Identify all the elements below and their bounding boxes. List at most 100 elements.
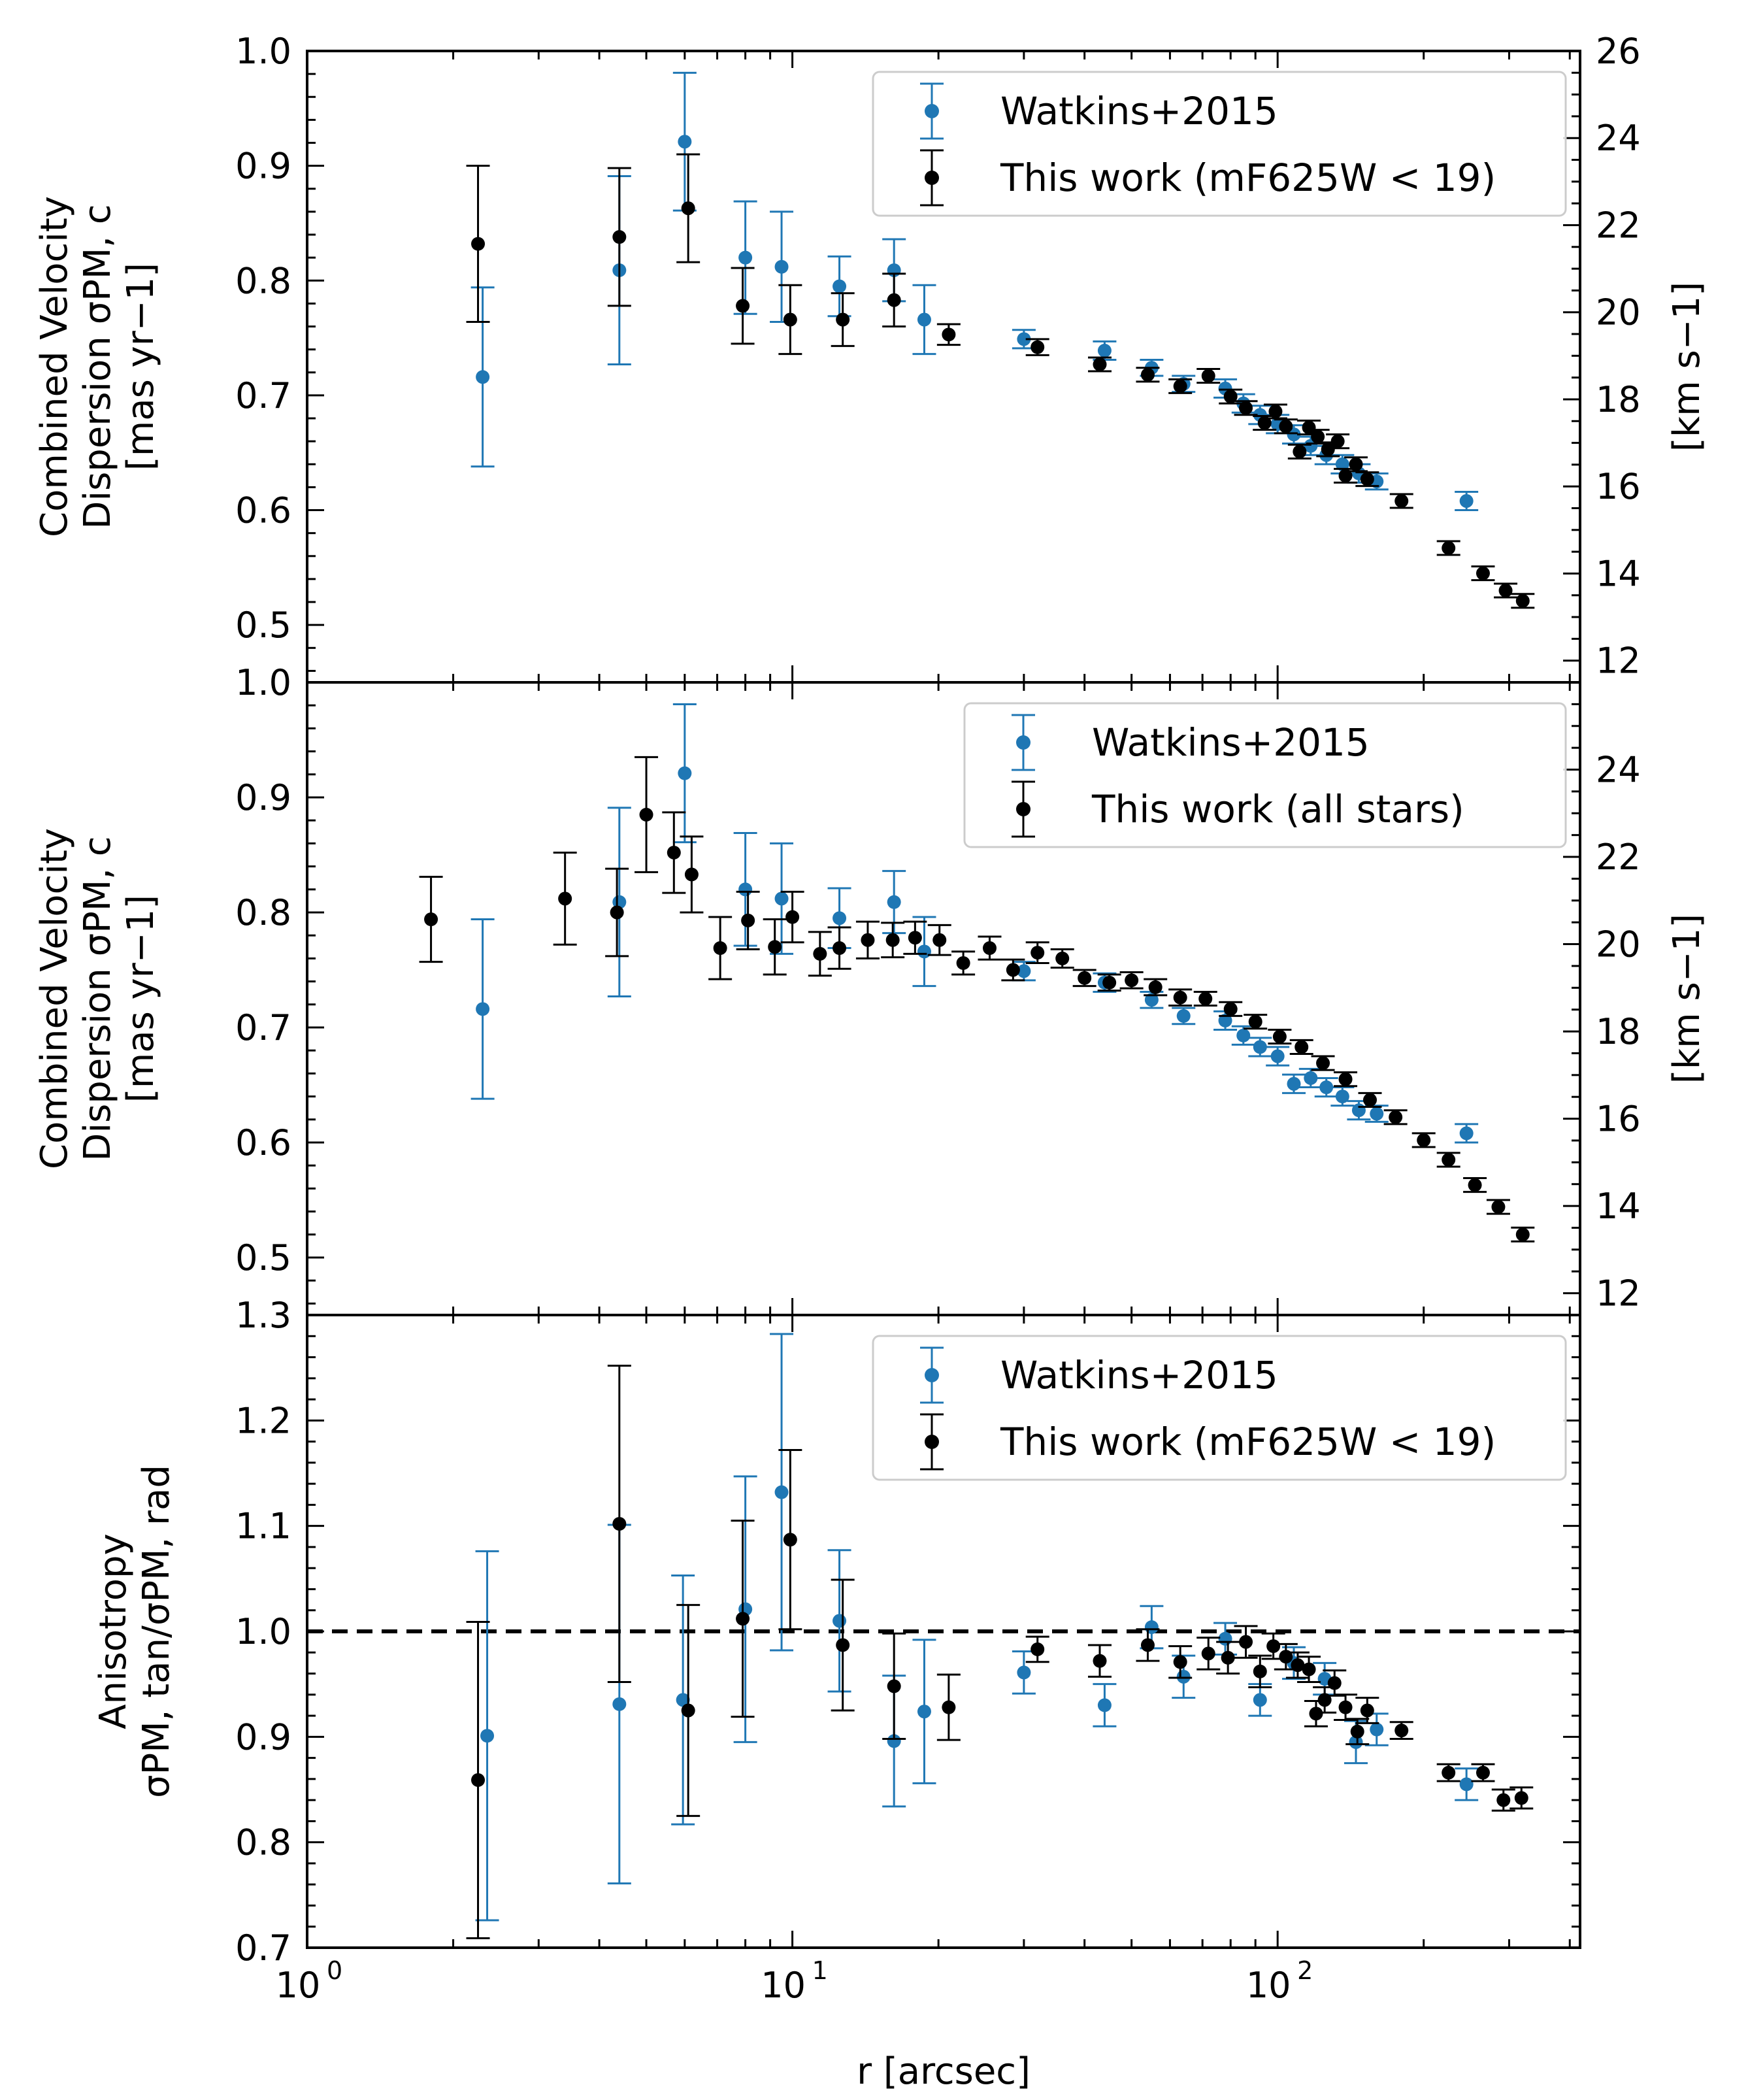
y-axis-label-line: Combined Velocity xyxy=(33,196,76,537)
data-point xyxy=(1394,493,1409,508)
y2-tick-label: 18 xyxy=(1596,379,1641,420)
data-point xyxy=(1389,1110,1403,1124)
data-point xyxy=(1176,1669,1191,1684)
panel-1: 0.5 0.6 0.7 0.8 0.9 1.0 12 14 16 18 20 22 24 26 [km s−… xyxy=(33,31,1708,684)
data-point xyxy=(1459,1777,1474,1792)
data-point xyxy=(1417,1133,1431,1147)
x-tick-label: 10 xyxy=(276,1965,321,2006)
y-tick-label: 0.6 xyxy=(235,490,291,531)
y-axis-label-line: Dispersion σPM, c xyxy=(76,836,119,1161)
data-point xyxy=(1239,401,1253,415)
data-point xyxy=(813,946,827,961)
data-point xyxy=(1031,946,1045,960)
y2-tick-label: 20 xyxy=(1596,292,1641,333)
data-point xyxy=(1319,1080,1334,1095)
data-point xyxy=(676,1693,690,1707)
data-point xyxy=(1287,1076,1301,1091)
data-point xyxy=(1268,404,1283,418)
y2-tick-label: 24 xyxy=(1596,750,1641,791)
data-point xyxy=(1349,457,1363,471)
data-point xyxy=(1017,964,1031,978)
data-point xyxy=(768,940,782,954)
data-point xyxy=(1515,593,1530,608)
data-point xyxy=(1236,1028,1251,1042)
y-tick-label: 0.7 xyxy=(235,1927,291,1969)
data-point xyxy=(1291,1658,1305,1673)
y-tick-label: 0.9 xyxy=(235,777,291,818)
data-point xyxy=(942,1700,956,1714)
y2-tick-label: 26 xyxy=(1596,31,1641,72)
data-point xyxy=(1327,1676,1342,1690)
data-point xyxy=(1140,367,1155,382)
data-point xyxy=(738,250,753,265)
data-point xyxy=(1394,1724,1409,1738)
data-point xyxy=(1304,1071,1318,1085)
y2-tick-label: 12 xyxy=(1596,1273,1641,1314)
data-point xyxy=(833,1614,847,1628)
y2-axis-label: [km s−1] xyxy=(1666,282,1708,452)
data-point xyxy=(1442,541,1456,556)
data-point xyxy=(982,941,997,956)
data-point xyxy=(1017,1665,1031,1680)
data-point xyxy=(1093,1654,1107,1668)
legend-marker xyxy=(925,1435,939,1449)
legend-marker xyxy=(925,104,939,118)
y2-tick-label: 16 xyxy=(1596,466,1641,507)
data-point xyxy=(1468,1178,1482,1192)
data-point xyxy=(1031,1642,1045,1656)
data-point xyxy=(1350,1724,1364,1739)
data-point xyxy=(1078,971,1092,985)
data-point xyxy=(908,931,922,945)
data-point xyxy=(1055,951,1070,965)
series-watkins-p2 xyxy=(470,703,1479,1144)
data-point xyxy=(833,941,847,956)
data-point xyxy=(1176,1008,1191,1023)
y-tick-label: 0.5 xyxy=(235,1237,291,1278)
y-tick-label: 0.7 xyxy=(235,375,291,416)
data-point xyxy=(774,1485,789,1499)
data-point xyxy=(887,895,901,909)
data-point xyxy=(1496,1793,1511,1807)
legend-frame xyxy=(872,71,1567,217)
data-point xyxy=(678,135,692,149)
data-point xyxy=(1476,1765,1490,1780)
legend-label: Watkins+2015 xyxy=(1000,89,1278,133)
series-this-work-p3 xyxy=(466,1364,1534,1939)
plot-frame xyxy=(306,1314,1581,1949)
legend-label: Watkins+2015 xyxy=(1092,720,1370,765)
data-point xyxy=(1144,993,1159,1007)
data-point xyxy=(887,1734,901,1748)
panel-2: 0.5 0.6 0.7 0.8 0.9 1.0 12 14 16 18 20 22 24 [km s−1]… xyxy=(33,662,1708,1316)
data-point xyxy=(1442,1765,1456,1780)
data-point xyxy=(1370,1722,1384,1737)
data-point xyxy=(836,312,850,327)
data-point xyxy=(1338,469,1353,483)
y-tick-label: 0.5 xyxy=(235,605,291,646)
data-point xyxy=(774,892,789,906)
y2-tick-label: 18 xyxy=(1596,1011,1641,1052)
y-axis-label-line: Dispersion σPM, c xyxy=(76,204,119,529)
data-point xyxy=(1223,1002,1238,1016)
legend-frame xyxy=(963,702,1567,848)
x-tick-exponent: 1 xyxy=(812,1956,828,1985)
legend: Watkins+2015 This work (all stars) xyxy=(963,702,1567,848)
data-point xyxy=(1221,1650,1235,1665)
y2-tick-label: 14 xyxy=(1596,553,1641,594)
data-point xyxy=(612,895,627,909)
legend-marker xyxy=(925,1368,939,1382)
data-point xyxy=(932,933,947,947)
y2-tick-label: 22 xyxy=(1596,837,1641,878)
y-tick-label: 1.0 xyxy=(235,31,291,72)
y-tick-label: 0.9 xyxy=(235,146,291,187)
data-point xyxy=(1272,1029,1287,1044)
legend: Watkins+2015 This work (mF625W < 19) xyxy=(872,1335,1567,1481)
series-watkins-p3 xyxy=(475,1333,1479,1922)
y-axis-label-line: [mas yr−1] xyxy=(120,895,162,1103)
data-point xyxy=(1360,472,1374,486)
data-point xyxy=(1148,980,1163,994)
y-axis-label-line: Combined Velocity xyxy=(33,828,76,1169)
data-point xyxy=(1097,343,1112,358)
data-point xyxy=(887,1679,901,1693)
data-point xyxy=(1031,340,1045,354)
